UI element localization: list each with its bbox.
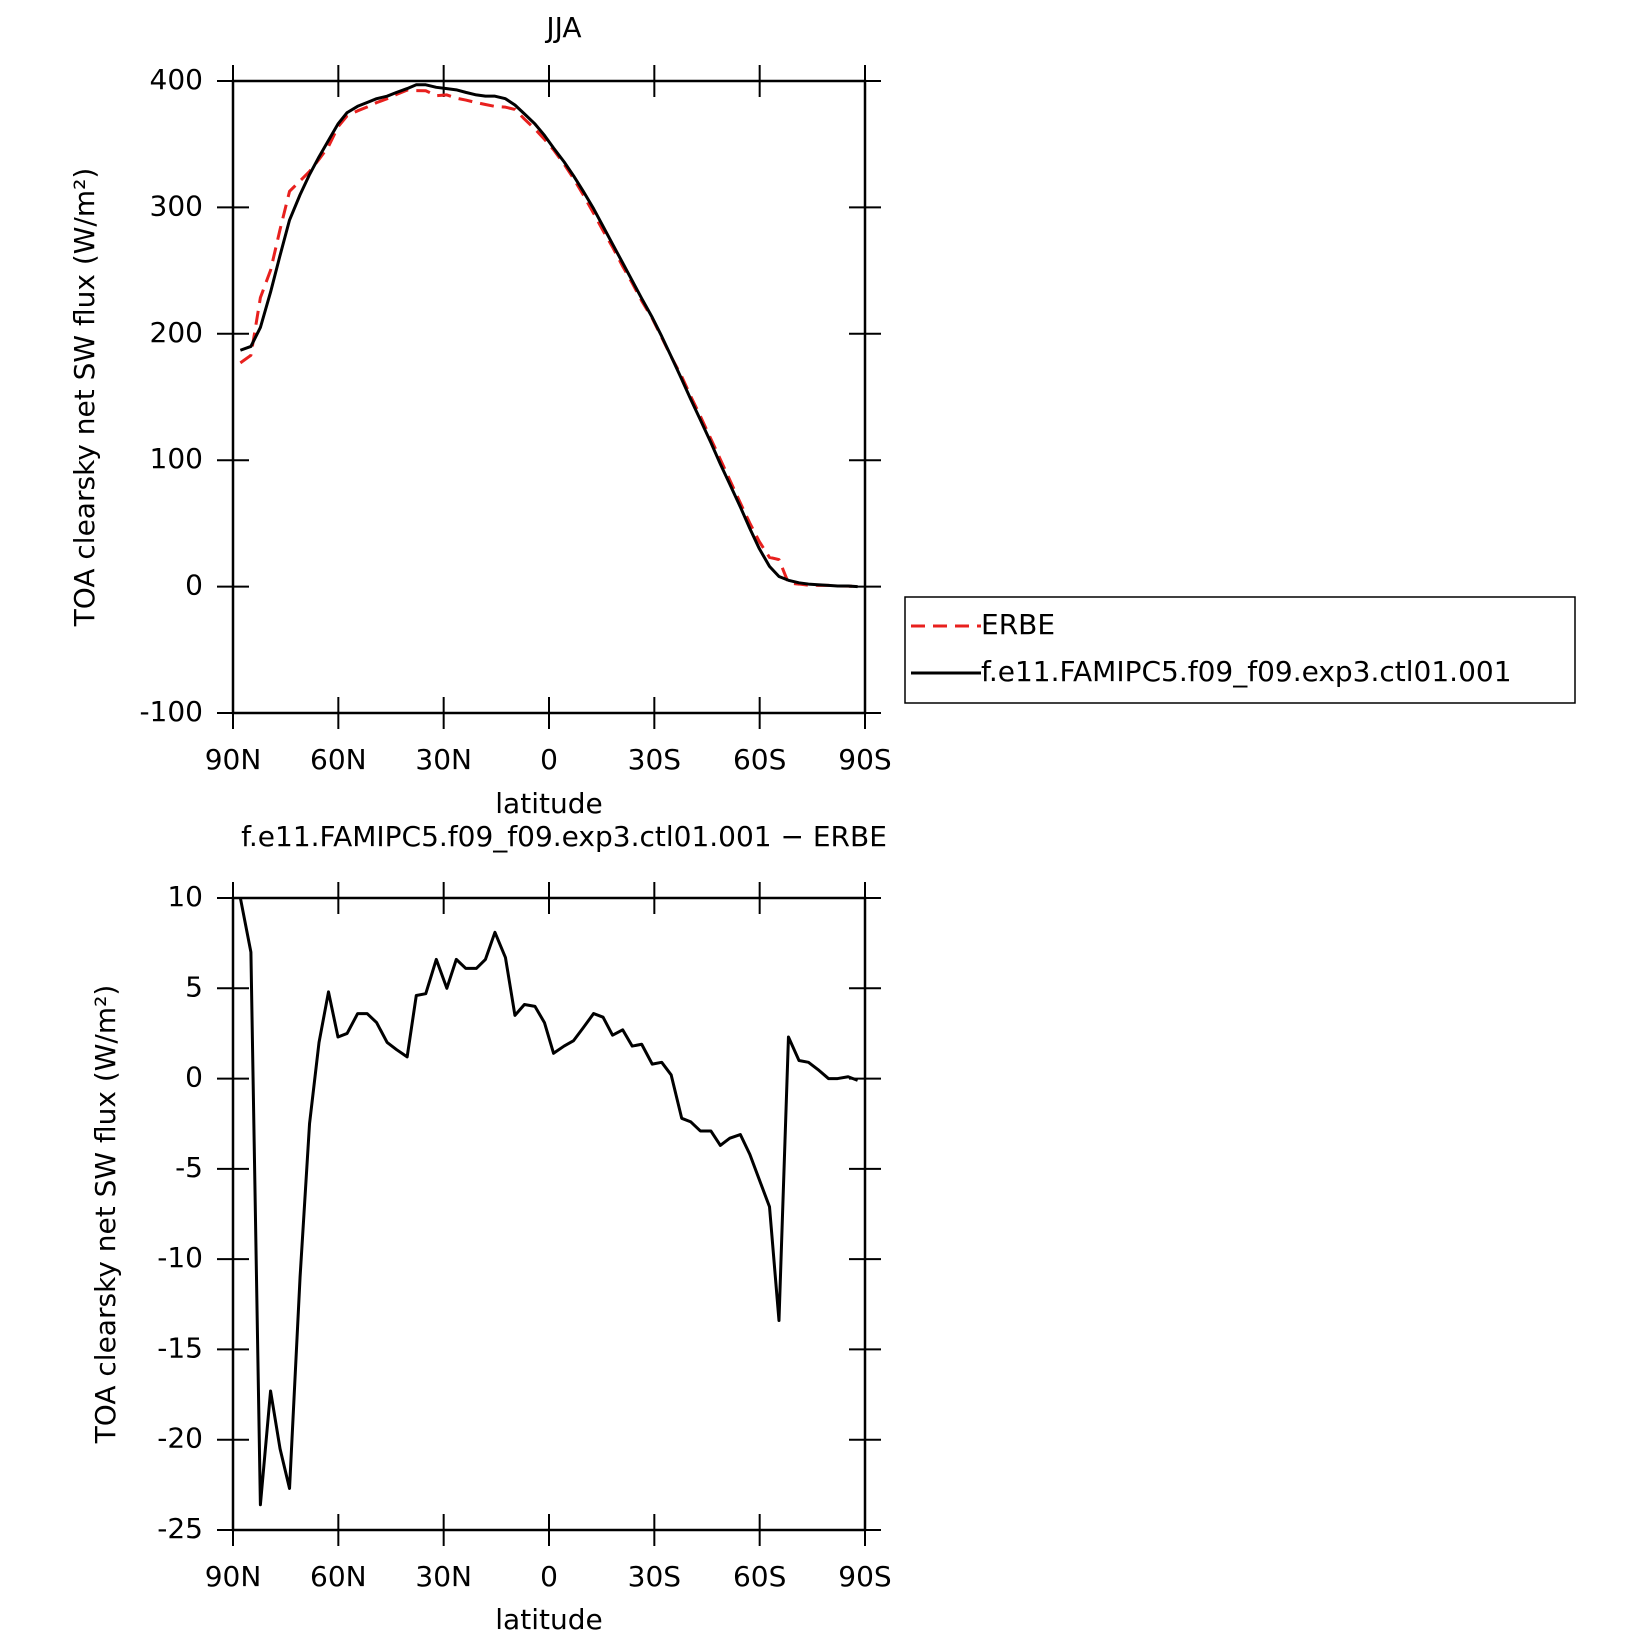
- y-tick-label: 0: [185, 1061, 203, 1094]
- x-tick-label: 30N: [415, 1560, 472, 1593]
- x-tick-label: 30S: [628, 743, 681, 776]
- x-tick-label: 60S: [733, 1560, 786, 1593]
- y-tick-label: -5: [175, 1151, 203, 1184]
- x-tick-label: 60N: [310, 743, 367, 776]
- y-tick-label: 0: [185, 569, 203, 602]
- data-line: [239, 88, 858, 588]
- x-tick-label: 30N: [415, 743, 472, 776]
- x-axis-label: latitude: [495, 1603, 602, 1635]
- legend-label: f.e11.FAMIPC5.f09_f09.exp3.ctl01.001: [981, 655, 1512, 688]
- x-tick-label: 60N: [310, 1560, 367, 1593]
- x-axis-label: latitude: [495, 787, 602, 820]
- data-line: [238, 897, 859, 1507]
- plot-frame: [231, 896, 867, 1532]
- x-tick-label: 90N: [205, 1560, 262, 1593]
- data-line: [239, 83, 858, 589]
- y-tick-label: 5: [185, 970, 203, 1003]
- x-tick-label: 90N: [205, 743, 262, 776]
- chart-title: f.e11.FAMIPC5.f09_f09.exp3.ctl01.001 − E…: [241, 820, 887, 853]
- y-tick-label: 100: [150, 442, 203, 475]
- x-tick-label: 60S: [733, 743, 786, 776]
- y-tick-label: 400: [150, 63, 203, 96]
- y-tick-label: 300: [150, 189, 203, 222]
- x-tick-label: 90S: [838, 1560, 891, 1593]
- y-axis-label: TOA clearsky net SW flux (W/m²): [89, 985, 122, 1445]
- chart-title: JJA: [544, 11, 581, 44]
- y-tick-label: -25: [157, 1512, 203, 1545]
- y-tick-label: -10: [157, 1241, 203, 1274]
- y-tick-label: -100: [139, 695, 203, 728]
- plot-frame: [231, 79, 867, 715]
- y-tick-label: -20: [157, 1422, 203, 1455]
- y-tick-label: 200: [150, 316, 203, 349]
- y-tick-label: 10: [167, 880, 203, 913]
- x-tick-label: 30S: [628, 1560, 681, 1593]
- legend-box: [904, 596, 1576, 704]
- y-tick-label: -15: [157, 1331, 203, 1364]
- x-tick-label: 90S: [838, 743, 891, 776]
- x-tick-label: 0: [540, 743, 558, 776]
- x-tick-label: 0: [540, 1560, 558, 1593]
- y-axis-label: TOA clearsky net SW flux (W/m²): [68, 168, 101, 628]
- legend-label: ERBE: [981, 608, 1055, 641]
